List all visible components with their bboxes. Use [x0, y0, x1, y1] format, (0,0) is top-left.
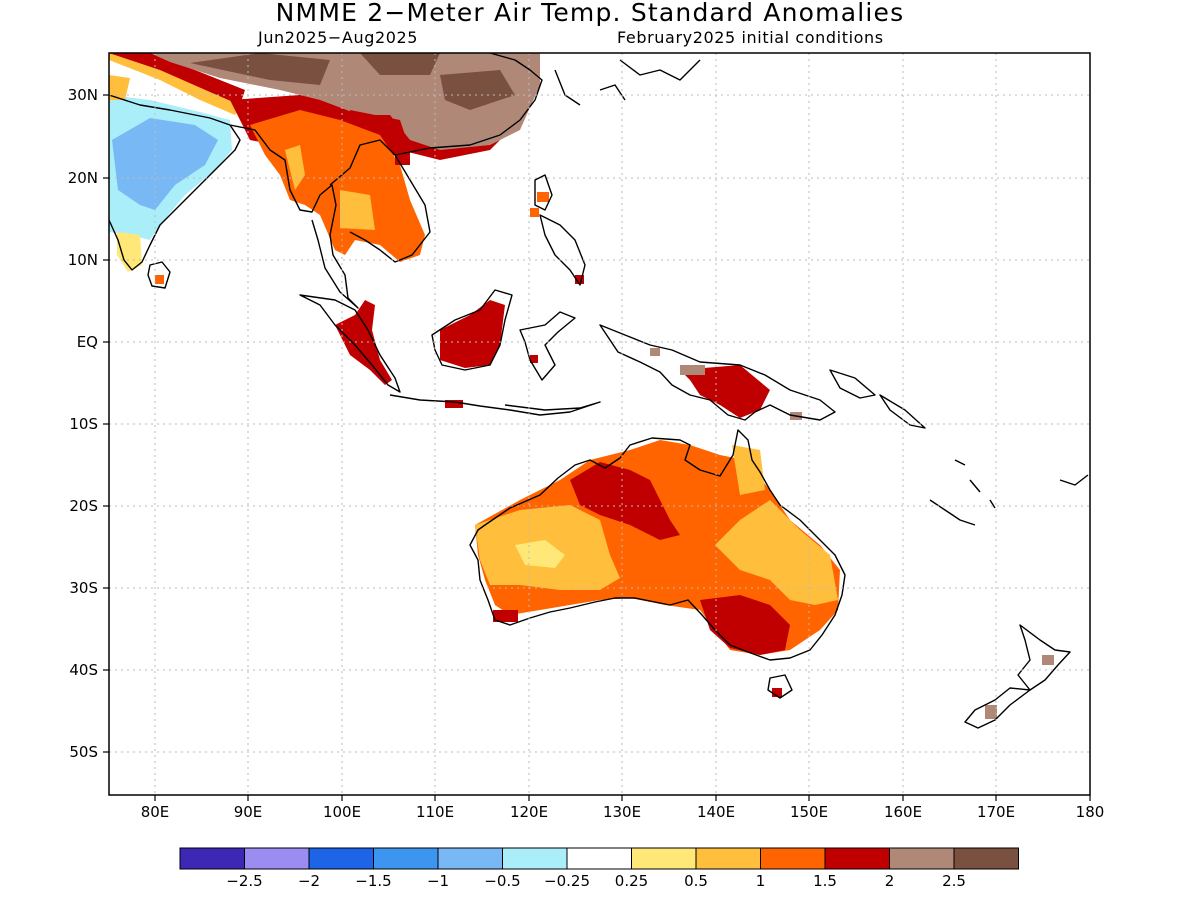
forecast-period: Jun2025−Aug2025	[258, 28, 419, 47]
map-title: NMME 2−Meter Air Temp. Standard Anomalie…	[275, 0, 905, 27]
lon-label-160e: 160E	[883, 803, 923, 821]
lat-label-20s: 20S	[69, 497, 98, 515]
new-guinea-brown-2	[650, 348, 660, 356]
colorbar-tick-label: −2.5	[226, 872, 263, 890]
java-spot	[445, 400, 463, 408]
lat-label-20n: 20N	[67, 169, 98, 187]
colorbar-swatch	[179, 847, 245, 870]
colorbar-swatch	[437, 847, 503, 870]
lon-label-140e: 140E	[696, 803, 736, 821]
sri-lanka-spot	[155, 275, 164, 284]
india-strong-negative	[112, 118, 218, 210]
colorbar-tick-label: 1.5	[813, 872, 837, 890]
lon-label-80e: 80E	[140, 803, 170, 821]
china-dark-1	[360, 53, 440, 75]
lat-label-50s: 50S	[69, 743, 98, 761]
colorbar-tick-label: 2	[884, 872, 895, 890]
colorbar-tick-label: −1	[426, 872, 450, 890]
lat-label-40s: 40S	[69, 661, 98, 679]
lon-label-90e: 90E	[233, 803, 263, 821]
lat-label-30s: 30S	[69, 579, 98, 597]
sulawesi-spot	[530, 355, 538, 363]
colorbar-swatch	[566, 847, 632, 870]
himalaya-band-2	[109, 53, 245, 105]
lat-label-eq: EQ	[76, 333, 98, 351]
lon-label-170e: 170E	[976, 803, 1016, 821]
new-guinea-brown-1	[680, 365, 705, 375]
colorbar-tick-label: 0.5	[684, 872, 708, 890]
colorbar-swatch	[631, 847, 697, 870]
himalaya-band-1	[109, 53, 245, 115]
anomaly-field	[109, 53, 1054, 719]
lat-label-10n: 10N	[67, 251, 98, 269]
colorbar-tick-label: −0.5	[484, 872, 521, 890]
colorbar	[179, 847, 1019, 870]
initial-conditions: February2025 initial conditions	[617, 28, 884, 47]
colorbar-swatch	[824, 847, 890, 870]
colorbar-swatch	[373, 847, 439, 870]
sumatra-red	[335, 300, 392, 385]
china-dark-2	[440, 70, 515, 110]
colorbar-swatch	[953, 847, 1019, 870]
colorbar-swatch	[502, 847, 568, 870]
tick-marks	[103, 94, 1091, 801]
philippines-spot-2	[530, 208, 539, 217]
philippines-spot-3	[575, 275, 584, 284]
plot-frame	[108, 52, 1091, 796]
colorbar-tick-label: −0.25	[544, 872, 590, 890]
philippines-spot-1	[537, 192, 549, 202]
australia-west-lighter	[515, 540, 565, 568]
australia-east-light	[715, 500, 838, 605]
nz-spot-2	[985, 705, 997, 719]
lat-label-30n: 30N	[67, 86, 98, 104]
new-guinea-red	[680, 365, 770, 418]
colorbar-swatch	[308, 847, 374, 870]
nz-spot-1	[1042, 655, 1054, 665]
australia-north-red	[570, 462, 680, 540]
lon-label-180: 180	[1075, 803, 1105, 821]
lon-label-110e: 110E	[415, 803, 455, 821]
indochina-light-2	[340, 190, 375, 230]
colorbar-swatch	[760, 847, 826, 870]
graticule	[109, 53, 1090, 795]
colorbar-tick-label: 0.25	[614, 872, 649, 890]
indochina-light-1	[285, 145, 305, 190]
cape-york-light	[732, 445, 765, 495]
coastlines	[108, 52, 1089, 729]
colorbar-tick-label: 1	[755, 872, 766, 890]
lon-label-130e: 130E	[602, 803, 642, 821]
india-warm-edge	[109, 75, 130, 100]
india-south-tip	[117, 232, 142, 272]
lon-label-150e: 150E	[789, 803, 829, 821]
colorbar-swatch	[244, 847, 310, 870]
tibet-dark	[190, 53, 330, 85]
borneo-red	[440, 300, 505, 368]
colorbar-tick-label: 2.5	[942, 872, 966, 890]
colorbar-swatch	[695, 847, 761, 870]
australia-southeast-red	[700, 595, 790, 655]
lon-label-100e: 100E	[322, 803, 362, 821]
tasmania-spot	[772, 688, 782, 697]
australia-sw-red	[493, 610, 518, 622]
colorbar-tick-label: −1.5	[355, 872, 392, 890]
colorbar-tick-label: −2	[297, 872, 321, 890]
colorbar-swatch	[889, 847, 955, 870]
lon-label-120e: 120E	[509, 803, 549, 821]
lat-label-10s: 10S	[69, 415, 98, 433]
